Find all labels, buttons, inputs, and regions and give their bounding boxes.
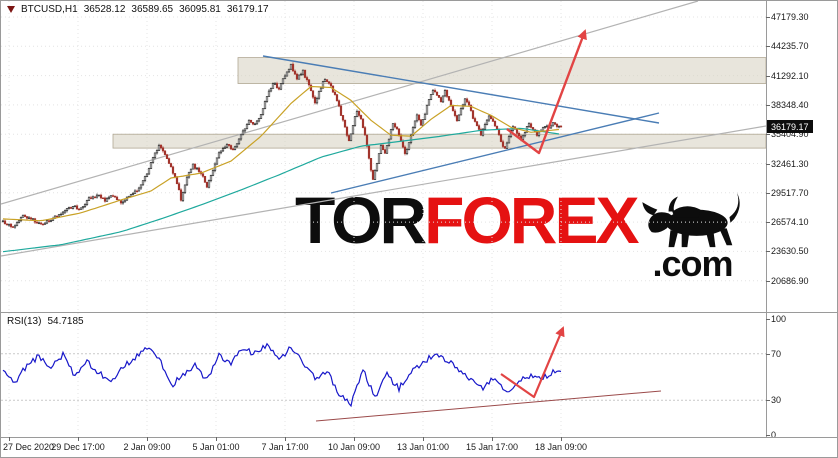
axis-tick [766,319,770,320]
axis-tick [766,105,770,106]
current-price-badge: 36179.17 [767,120,813,133]
rsi-value: 54.7185 [47,316,84,327]
time-axis-label: 29 Dec 17:00 [51,442,105,452]
axis-tick [766,251,770,252]
bull-logo-icon [642,192,741,248]
watermark-text: TORFOREX [295,187,639,253]
ohlc-header: BTCUSD,H1 36528.12 36589.65 36095.81 361… [7,4,269,15]
time-axis-label: 15 Jan 17:00 [465,442,519,452]
watermark-tor: TOR [295,183,427,257]
price-axis-label: 23630.50 [771,246,809,257]
axis-tick [9,437,10,441]
rsi-indicator-chart[interactable] [1,313,766,437]
close-value: 36179.17 [226,4,269,15]
symbol-period: BTCUSD,H1 [21,4,78,15]
price-axis-label: 47179.30 [771,12,809,22]
price-axis-label: 38348.40 [771,99,809,110]
price-axis-label: 20686.90 [771,275,809,286]
time-axis-label: 18 Jan 09:00 [534,442,588,452]
rsi-axis-label: 0 [771,430,777,440]
price-axis-label: 32461.30 [771,158,809,169]
axis-tick [354,437,355,441]
open-value: 36528.12 [83,4,126,15]
time-axis-label: 27 Dec 2020 [3,442,55,452]
axis-tick [423,437,424,441]
panel-separator[interactable] [1,312,837,313]
watermark-com: .com [652,243,733,284]
axis-tick [147,437,148,441]
axis-tick [766,46,770,47]
price-axis-label: 41292.10 [771,70,809,81]
rsi-axis-label: 100 [771,314,787,324]
axis-tick [766,281,770,282]
price-axis-label: 26574.10 [771,217,809,228]
symbol-marker-icon [7,6,15,13]
time-axis-label: 5 Jan 01:00 [192,442,240,452]
axis-tick [766,134,770,135]
watermark-forex: FOREX [424,183,639,257]
axis-tick [766,354,770,355]
time-axis-separator [1,437,837,438]
rsi-label: RSI(13) [7,316,42,327]
time-axis-label: 13 Jan 01:00 [396,442,450,452]
watermark-right: .com [638,189,746,285]
price-chart[interactable] [1,1,766,312]
axis-tick [216,437,217,441]
axis-tick [766,193,770,194]
price-axis-separator [766,1,767,437]
time-axis-label: 2 Jan 09:00 [123,442,171,452]
axis-tick [766,400,770,401]
axis-tick [766,435,770,436]
high-value: 36589.65 [131,4,174,15]
axis-tick [285,437,286,441]
axis-tick [766,17,770,18]
time-axis-label: 7 Jan 17:00 [261,442,309,452]
low-value: 36095.81 [179,4,221,15]
axis-tick [766,164,770,165]
price-axis-label: 35404.90 [771,129,809,140]
price-axis-label: 44235.70 [771,41,809,52]
rsi-axis-label: 30 [771,395,782,406]
rsi-header: RSI(13) 54.7185 [7,316,84,327]
watermark: TORFOREX .com [295,187,746,285]
axis-tick [561,437,562,441]
axis-tick [492,437,493,441]
axis-tick [766,222,770,223]
price-axis-label: 29517.70 [771,187,809,198]
time-axis-label: 10 Jan 09:00 [327,442,381,452]
axis-tick [766,76,770,77]
rsi-axis-label: 70 [771,348,782,359]
axis-tick [78,437,79,441]
